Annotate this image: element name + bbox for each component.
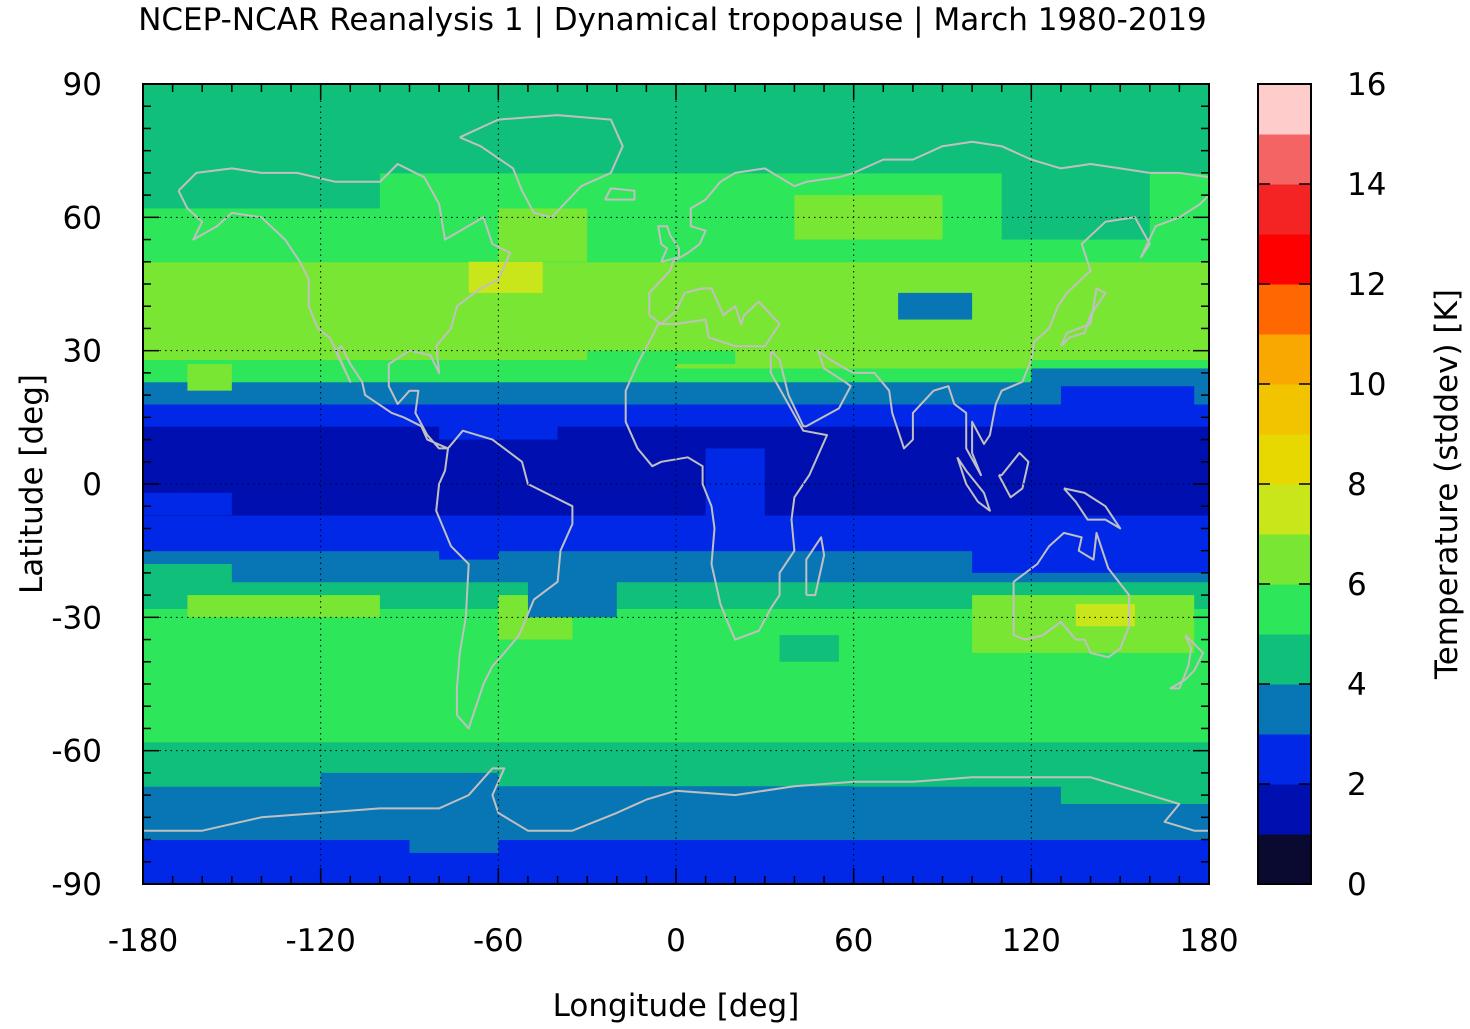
heatmap-cell-8	[498, 208, 588, 262]
x-tick-label: 60	[834, 923, 873, 959]
x-tick-label: -120	[285, 923, 355, 959]
heatmap-band-7	[143, 515, 1209, 552]
heatmap-cell-14	[1001, 164, 1150, 240]
colorbar-swatch-11	[1258, 284, 1311, 335]
heatmap-cell-6	[187, 364, 232, 391]
colorbar	[1258, 84, 1311, 885]
colorbar-swatch-7	[1258, 484, 1311, 535]
coastline-britain	[657, 225, 680, 263]
colorbar-swatch-3	[1258, 684, 1311, 735]
heatmap-cell-22	[705, 448, 765, 520]
heatmap-cell-23	[143, 492, 232, 516]
heatmap-cell-20	[1060, 386, 1195, 409]
x-tick-label: -60	[473, 923, 524, 959]
heatmap-cell-26	[527, 581, 617, 618]
colorbar-swatch-9	[1258, 384, 1311, 435]
x-tick-label: 0	[666, 923, 686, 959]
coastline-greenland	[459, 114, 624, 219]
heatmap-cell-3	[1075, 604, 1135, 627]
colorbar-label: Temperature (stddev) [K]	[1429, 289, 1465, 680]
coastline-antarctica	[143, 767, 1209, 832]
colorbar-swatch-15	[1258, 84, 1311, 135]
x-tick-labels: -180 -120 -60 0 60 120 180	[108, 923, 1239, 959]
colorbar-ticks	[1258, 83, 1311, 885]
colorbar-tick-label: 12	[1347, 267, 1386, 303]
y-axis-label: Latitude [deg]	[14, 374, 50, 594]
colorbar-tick-label: 0	[1347, 867, 1367, 903]
colorbar-tick-label: 8	[1347, 467, 1367, 503]
colorbar-swatch-10	[1258, 334, 1311, 385]
colorbar-swatch-12	[1258, 234, 1311, 285]
heatmap-cell-0	[187, 595, 380, 618]
heatmap-band-2	[143, 741, 1209, 787]
y-tick-label: 0	[82, 467, 102, 503]
grid-lines	[143, 84, 1209, 884]
heatmap-cell-13	[972, 84, 1209, 173]
heatmap-cell-27	[143, 564, 232, 591]
coastline-japan	[1059, 287, 1107, 347]
heatmap-cell-4	[779, 635, 839, 662]
colorbar-swatch-0	[1258, 834, 1311, 885]
x-tick-label: 180	[1179, 923, 1238, 959]
colorbar-swatch-13	[1258, 184, 1311, 235]
heatmap-band-8	[143, 426, 1209, 516]
colorbar-swatch-1	[1258, 784, 1311, 835]
colorbar-swatch-5	[1258, 584, 1311, 635]
heatmap-cell-24	[972, 546, 1209, 573]
coastline-new-zealand	[1169, 634, 1205, 690]
axis-ticks	[142, 83, 1210, 885]
y-tick-label: 90	[63, 67, 102, 103]
x-axis-label: Longitude [deg]	[553, 988, 800, 1024]
coastline-new-guinea	[1063, 487, 1122, 530]
colorbar-tick-label: 4	[1347, 667, 1367, 703]
colorbar-tick-label: 6	[1347, 567, 1367, 603]
y-tick-label: -90	[51, 867, 102, 903]
heatmap-cell-15	[898, 292, 973, 320]
heatmap-cell-11	[143, 84, 232, 151]
x-tick-label: 120	[1002, 923, 1061, 959]
heatmap-cell-12	[143, 172, 380, 209]
y-tick-label: 60	[63, 200, 102, 236]
heatmap-cell-5	[143, 297, 321, 338]
colorbar-tick-label: 2	[1347, 767, 1367, 803]
heatmap-cell-9	[794, 195, 943, 240]
y-tick-label: -60	[51, 734, 102, 770]
colorbar-tick-label: 16	[1347, 67, 1386, 103]
colorbar-swatch-6	[1258, 534, 1311, 585]
colorbar-tick-labels: 16 14 12 10 8 6 4 2 0	[1347, 67, 1386, 903]
coastline-overlay	[143, 114, 1209, 832]
coastline-eurasia-africa	[624, 140, 1209, 641]
colorbar-swatch-14	[1258, 134, 1311, 185]
colorbar-swatch-4	[1258, 634, 1311, 685]
coastline-australia	[1012, 531, 1131, 659]
colorbar-tick-label: 10	[1347, 367, 1386, 403]
coastline-borneo	[997, 451, 1030, 499]
coastline-north-america	[177, 163, 512, 450]
coastline-madagascar	[805, 536, 826, 597]
heatmap-cell-30	[409, 830, 499, 853]
heatmap-cell-10	[217, 208, 262, 253]
colorbar-swatch-8	[1258, 434, 1311, 485]
coastline-sumatra	[956, 456, 991, 512]
x-tick-label: -180	[108, 923, 178, 959]
chart-title: NCEP-NCAR Reanalysis 1 | Dynamical tropo…	[138, 2, 1207, 38]
coastline-iceland	[604, 187, 636, 201]
y-tick-label: 30	[63, 334, 102, 370]
colorbar-tick-label: 14	[1347, 167, 1386, 203]
heatmap-cell-18	[587, 350, 736, 364]
y-tick-labels: 90 60 30 0 -30 -60 -90	[51, 67, 102, 903]
y-tick-label: -30	[51, 600, 102, 636]
heatmap-cell-25	[439, 528, 499, 560]
colorbar-swatch-2	[1258, 734, 1311, 785]
coastline-south-america	[435, 429, 574, 730]
